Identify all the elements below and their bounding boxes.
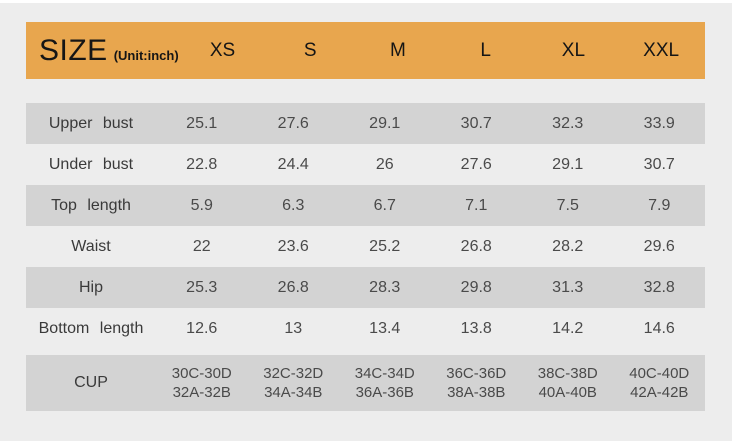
cell-value: 7.9 bbox=[648, 196, 671, 214]
cell-cup-value: 30C-30D 32A-32B bbox=[156, 364, 248, 402]
cell-value: 6.3 bbox=[282, 196, 305, 214]
row-cells: 25.1 27.6 29.1 30.7 32.3 33.9 bbox=[156, 115, 705, 133]
cup-range-cd: 32C-32D bbox=[263, 365, 324, 382]
table-row-cup: CUP 30C-30D 32A-32B 32C-32D 34A-34B 34C-… bbox=[26, 355, 705, 411]
header-gap bbox=[26, 79, 705, 103]
cell-value: 32.3 bbox=[552, 114, 584, 132]
cell-value: 32.8 bbox=[643, 278, 675, 296]
size-unit-label: (Unit:inch) bbox=[113, 47, 179, 63]
top-white-strip bbox=[0, 0, 732, 3]
cell-value: 31.3 bbox=[552, 278, 584, 296]
cell-value: 25.2 bbox=[369, 237, 401, 255]
cell-value: 29.6 bbox=[643, 237, 675, 255]
cup-range-ab: 38A-38B bbox=[447, 384, 506, 401]
size-header-label: SIZE (Unit:inch) bbox=[26, 34, 179, 68]
table-row-top-length: Top length 5.9 6.3 6.7 7.1 7.5 7.9 bbox=[26, 185, 705, 226]
cup-range-cd: 34C-34D bbox=[354, 365, 415, 382]
cell-value: 13.4 bbox=[369, 319, 401, 337]
cell-value: 25.1 bbox=[186, 114, 218, 132]
row-label: Hip bbox=[78, 278, 103, 296]
cup-range-cd: 38C-38D bbox=[537, 365, 598, 382]
cell-value: 7.5 bbox=[556, 196, 579, 214]
cup-range-ab: 42A-42B bbox=[630, 384, 689, 401]
cell-cup-value: 34C-34D 36A-36B bbox=[339, 364, 431, 402]
cell-cup-value: 38C-38D 40A-40B bbox=[522, 364, 614, 402]
cell-value: 30.7 bbox=[460, 114, 492, 132]
cup-range-cd: 36C-36D bbox=[446, 365, 507, 382]
cup-range-ab: 36A-36B bbox=[355, 384, 414, 401]
cell-value: 28.3 bbox=[369, 278, 401, 296]
column-header-l: L bbox=[480, 39, 491, 61]
size-chart-table: SIZE (Unit:inch) XS S M L XL XXL Upper b… bbox=[26, 22, 705, 411]
cell-value: 12.6 bbox=[186, 319, 218, 337]
cup-range-ab: 32A-32B bbox=[172, 384, 231, 401]
cell-value: 26 bbox=[375, 155, 394, 173]
cell-value: 23.6 bbox=[277, 237, 309, 255]
row-label: CUP bbox=[74, 374, 108, 391]
row-cells: 12.6 13 13.4 13.8 14.2 14.6 bbox=[156, 320, 705, 338]
cell-value: 27.6 bbox=[460, 155, 492, 173]
row-cells: 5.9 6.3 6.7 7.1 7.5 7.9 bbox=[156, 197, 705, 215]
column-header-xs: XS bbox=[209, 39, 236, 61]
cell-value: 28.2 bbox=[552, 237, 584, 255]
cup-range-ab: 34A-34B bbox=[264, 384, 323, 401]
cell-value: 13.8 bbox=[460, 319, 492, 337]
table-row-waist: Waist 22 23.6 25.2 26.8 28.2 29.6 bbox=[26, 226, 705, 267]
row-label: Waist bbox=[71, 237, 111, 255]
column-header-xxl: XXL bbox=[643, 39, 680, 61]
cell-cup-value: 36C-36D 38A-38B bbox=[431, 364, 523, 402]
cell-value: 33.9 bbox=[643, 114, 675, 132]
cell-value: 24.4 bbox=[277, 155, 309, 173]
cell-value: 22.8 bbox=[186, 155, 218, 173]
cup-range-cd: 30C-30D bbox=[171, 365, 232, 382]
cell-value: 13 bbox=[284, 319, 303, 337]
row-label: Top length bbox=[51, 196, 131, 214]
cell-value: 30.7 bbox=[643, 155, 675, 173]
table-row-bottom-length: Bottom length 12.6 13 13.4 13.8 14.2 14.… bbox=[26, 308, 705, 349]
cell-value: 7.1 bbox=[465, 196, 488, 214]
cell-value: 14.2 bbox=[552, 319, 584, 337]
cell-value: 5.9 bbox=[190, 196, 213, 214]
column-header-s: S bbox=[303, 39, 317, 61]
row-cells: 25.3 26.8 28.3 29.8 31.3 32.8 bbox=[156, 279, 705, 297]
row-cells: 22 23.6 25.2 26.8 28.2 29.6 bbox=[156, 238, 705, 256]
cell-value: 29.1 bbox=[552, 155, 584, 173]
cell-value: 26.8 bbox=[460, 237, 492, 255]
row-label: Upper bust bbox=[48, 114, 134, 132]
column-header-m: M bbox=[390, 39, 406, 61]
size-column-headers: XS S M L XL XXL bbox=[179, 40, 705, 62]
cell-value: 27.6 bbox=[277, 114, 309, 132]
cell-value: 25.3 bbox=[186, 278, 218, 296]
cell-value: 26.8 bbox=[277, 278, 309, 296]
column-header-xl: XL bbox=[561, 39, 586, 61]
table-row-upper-bust: Upper bust 25.1 27.6 29.1 30.7 32.3 33.9 bbox=[26, 103, 705, 144]
row-label: Bottom length bbox=[38, 319, 144, 337]
cup-range-cd: 40C-40D bbox=[629, 365, 690, 382]
cell-value: 22 bbox=[192, 237, 211, 255]
row-cells: 30C-30D 32A-32B 32C-32D 34A-34B 34C-34D … bbox=[156, 364, 705, 402]
table-row-hip: Hip 25.3 26.8 28.3 29.8 31.3 32.8 bbox=[26, 267, 705, 308]
cell-value: 14.6 bbox=[643, 319, 675, 337]
cell-value: 29.8 bbox=[460, 278, 492, 296]
cell-cup-value: 32C-32D 34A-34B bbox=[248, 364, 340, 402]
cell-value: 6.7 bbox=[373, 196, 396, 214]
row-cells: 22.8 24.4 26 27.6 29.1 30.7 bbox=[156, 156, 705, 174]
cup-range-ab: 40A-40B bbox=[538, 384, 597, 401]
cell-value: 29.1 bbox=[369, 114, 401, 132]
row-label: Under bust bbox=[48, 155, 134, 173]
size-title: SIZE bbox=[39, 33, 108, 67]
table-row-under-bust: Under bust 22.8 24.4 26 27.6 29.1 30.7 bbox=[26, 144, 705, 185]
cell-cup-value: 40C-40D 42A-42B bbox=[614, 364, 706, 402]
table-header-row: SIZE (Unit:inch) XS S M L XL XXL bbox=[26, 22, 705, 79]
